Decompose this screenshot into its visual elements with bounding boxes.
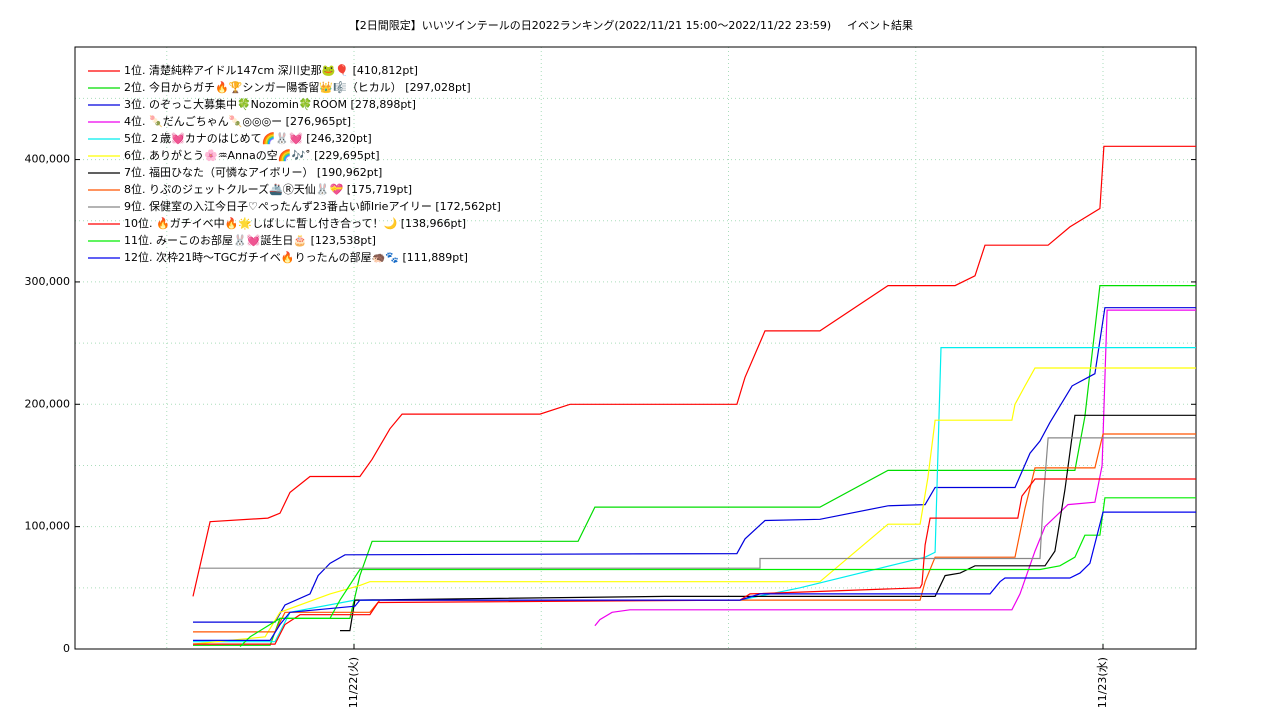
legend-label: 6位. ありがとう🌸♒Annaの空🌈🎶˚ [229,695pt]: [124, 148, 380, 162]
y-tick-label: 400,000: [25, 153, 71, 166]
legend-label: 9位. 保健室の入江今日子♡ぺったんず23番占い師Irieアイリー [172,5…: [124, 199, 501, 213]
legend-label: 3位. のぞっこ大募集中🍀Nozomin🍀ROOM [278,898pt]: [124, 97, 416, 111]
y-tick-label: 0: [63, 642, 70, 655]
legend-label: 11位. みーこのお部屋🐰💓誕生日🎂 [123,538pt]: [124, 233, 376, 247]
legend-label: 12位. 次枠21時〜TGCガチイベ🔥りったんの部屋🦔🐾 [111,889pt]: [124, 250, 468, 264]
series-line: [239, 497, 1196, 648]
series-line: [193, 307, 1196, 623]
legend-label: 8位. りぷのジェットクルーズ🚢Ⓡ天仙🐰💝 [175,719pt]: [124, 182, 412, 196]
chart-title: 【2日間限定】いいツインテールの日2022ランキング(2022/11/21 15…: [349, 18, 831, 32]
series-line: [594, 309, 1196, 627]
legend-label: 1位. 清楚純粋アイドル147cm 深川史那🐸🎈 [410,812pt]: [124, 63, 418, 77]
legend-label: 4位. 🍡だんごちゃん🍡◎◎◎ー [276,965pt]: [124, 114, 351, 128]
series-line: [200, 437, 1196, 569]
chart-subtitle: イベント結果: [847, 18, 913, 32]
series-line: [192, 145, 1196, 597]
y-tick-label: 200,000: [25, 397, 71, 410]
legend-label: 7位. 福田ひなた（可憐なアイボリー） [190,962pt]: [124, 165, 382, 179]
series-line: [340, 414, 1196, 632]
x-tick-label: 11/22(火): [347, 657, 360, 708]
y-tick-label: 100,000: [25, 520, 71, 533]
y-tick-label: 300,000: [25, 275, 71, 288]
legend-label: 10位. 🔥ガチイベ中🔥🌟しばしに暫し付き合って！🌙 [138,966pt]: [124, 216, 466, 230]
series-line: [193, 511, 1196, 641]
series-line: [192, 367, 1196, 645]
legend-label: 2位. 今日からガチ🔥🏆シンガー陽香留👑🎼（ヒカル） [297,028pt]: [124, 80, 471, 94]
series-line: [193, 478, 1196, 645]
x-tick-label: 11/23(水): [1096, 657, 1109, 708]
legend-label: 5位. ２歳💓カナのはじめて🌈🐰💓 [246,320pt]: [124, 131, 372, 145]
